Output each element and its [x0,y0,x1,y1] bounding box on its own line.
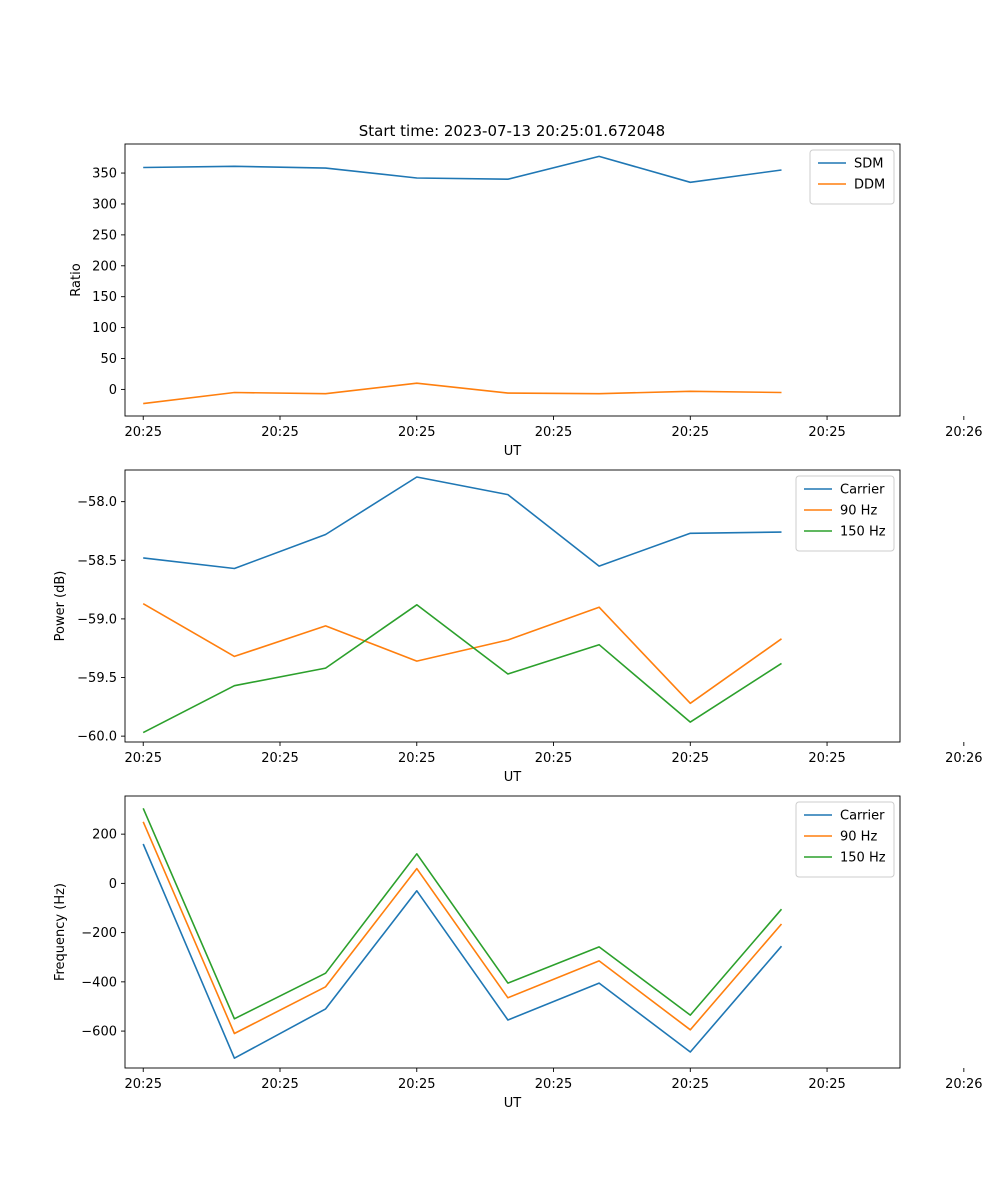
series-line-150-hz [143,605,781,733]
y-tick-label: 200 [92,828,117,843]
y-tick-label: −200 [81,926,117,941]
y-tick-label: −58.5 [77,554,117,569]
y-tick-label: 50 [100,352,117,367]
y-axis-label: Power (dB) [53,571,68,642]
series-line-150-hz [143,808,781,1019]
legend-label: 150 Hz [840,851,886,866]
y-axis-label: Frequency (Hz) [53,883,68,981]
x-tick-label: 20:26 [945,425,982,440]
x-axis-label: UT [504,770,522,785]
x-tick-label: 20:25 [398,425,435,440]
y-tick-label: 100 [92,321,117,336]
chart-panel-1: 20:25 20:25 20:25 20:25 20:25 20:25 20:26 0 50 10… [69,144,983,459]
x-tick-label: 20:26 [945,1077,982,1092]
plot-frame [125,796,900,1068]
y-tick-label: −60.0 [77,730,117,745]
legend-label: SDM [854,157,883,172]
y-tick-label: 300 [92,197,117,212]
y-tick-label: 200 [92,259,117,274]
legend-label: 150 Hz [840,525,886,540]
y-tick-label: −59.5 [77,671,117,686]
y-tick-label: 0 [109,877,117,892]
x-tick-label: 20:25 [398,751,435,766]
chart-panel-3: 20:25 20:25 20:25 20:25 20:25 20:25 20:26 −600 −… [53,796,983,1111]
x-tick-label: 20:25 [125,1077,162,1092]
figure-title: Start time: 2023-07-13 20:25:01.672048 [359,122,665,140]
x-tick-label: 20:25 [125,751,162,766]
y-tick-label: 150 [92,290,117,305]
y-tick-label: −58.0 [77,495,117,510]
series-line-ddm [143,383,781,403]
x-tick-label: 20:25 [398,1077,435,1092]
x-axis-label: UT [504,1096,522,1111]
y-tick-label: −59.0 [77,612,117,627]
legend-label: DDM [854,178,885,193]
x-tick-label: 20:25 [535,1077,572,1092]
x-tick-label: 20:25 [808,751,845,766]
chart-panel-2: 20:25 20:25 20:25 20:25 20:25 20:25 20:26 −60.0… [53,470,983,785]
legend-label: Carrier [840,809,885,824]
legend-label: Carrier [840,483,885,498]
x-tick-label: 20:25 [261,425,298,440]
series-line-sdm [143,156,781,182]
x-tick-label: 20:25 [808,425,845,440]
legend-label: 90 Hz [840,830,877,845]
y-tick-label: 250 [92,228,117,243]
x-tick-label: 20:25 [672,1077,709,1092]
x-tick-label: 20:25 [261,751,298,766]
x-tick-label: 20:25 [672,425,709,440]
legend-label: 90 Hz [840,504,877,519]
x-tick-label: 20:25 [125,425,162,440]
series-line-90-hz [143,822,781,1034]
x-tick-label: 20:25 [808,1077,845,1092]
series-line-90-hz [143,604,781,704]
plot-frame [125,470,900,742]
x-tick-label: 20:25 [672,751,709,766]
x-tick-label: 20:25 [261,1077,298,1092]
series-line-carrier [143,477,781,569]
plot-frame [125,144,900,416]
y-tick-label: −600 [81,1025,117,1040]
x-tick-label: 20:25 [535,425,572,440]
x-axis-label: UT [504,444,522,459]
y-axis-label: Ratio [69,263,84,296]
x-tick-label: 20:25 [535,751,572,766]
y-tick-label: −400 [81,975,117,990]
y-tick-label: 0 [109,383,117,398]
x-tick-label: 20:26 [945,751,982,766]
y-tick-label: 350 [92,167,117,182]
